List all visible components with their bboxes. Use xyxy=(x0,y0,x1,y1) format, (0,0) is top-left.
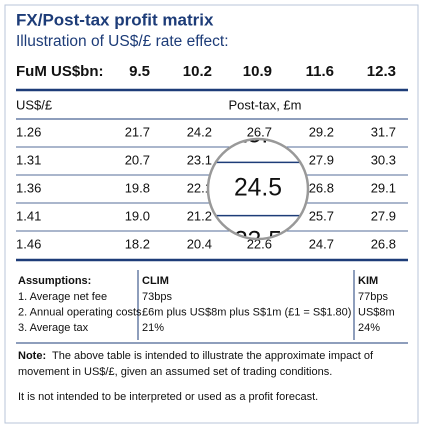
cell: 19.0 xyxy=(125,208,150,223)
assumption-cell: 77bps xyxy=(358,291,388,303)
cell: 19.8 xyxy=(125,180,150,195)
lens-rim xyxy=(206,137,310,241)
cell: 27.9 xyxy=(371,208,396,223)
cell: 30.3 xyxy=(371,152,396,167)
cell: 25.5 xyxy=(234,121,282,148)
column-header: 9.5 xyxy=(129,63,150,80)
column-header: 11.6 xyxy=(306,63,334,80)
assumption-cell: US$8m xyxy=(358,306,395,318)
title: FX/Post-tax profit matrix xyxy=(16,10,214,29)
row-header: 1.36 xyxy=(16,180,41,195)
note-label: Note: xyxy=(18,350,46,362)
cell: 22.1 xyxy=(187,180,212,195)
row-header: 1.26 xyxy=(16,124,41,139)
clim-label: CLIM xyxy=(142,275,169,287)
cell: 24.2 xyxy=(187,124,212,139)
cell: 20.4 xyxy=(187,236,212,251)
cell: 25.7 xyxy=(309,208,334,223)
note-footer: It is not intended to be interpreted or … xyxy=(18,391,318,403)
cell: 18.2 xyxy=(125,236,150,251)
cell: 29.2 xyxy=(309,124,334,139)
cell: 23.1 xyxy=(187,152,212,167)
row-header: 1.41 xyxy=(16,208,41,223)
cell: 26.8 xyxy=(371,236,396,251)
cell: 27.9 xyxy=(309,152,334,167)
lens xyxy=(208,139,308,239)
cell: 24.7 xyxy=(309,236,334,251)
cell: 24.5 xyxy=(234,175,282,202)
cell: 26.7 xyxy=(247,124,272,139)
frame xyxy=(4,4,419,424)
cell: 21.7 xyxy=(125,124,150,139)
cell: 21.2 xyxy=(187,208,212,223)
zoom: 25.5 24.5 23.5 xyxy=(208,121,308,255)
cell: 31.7 xyxy=(371,124,396,139)
table: FuM US$bn: 9.5 10.2 10.9 11.6 12.3 US$/£ Post-t… xyxy=(16,63,408,251)
cell: 20.7 xyxy=(125,152,150,167)
subtitle: Illustration of US$/£ rate effect: xyxy=(16,33,229,50)
assumption-cell: 1. Average net fee xyxy=(18,291,107,303)
cell: 29.1 xyxy=(371,180,396,195)
column-header: 10.9 xyxy=(243,63,272,80)
row-header: 1.31 xyxy=(16,152,41,167)
magnifier: 25.5 24.5 23.5 xyxy=(206,121,310,255)
assumption-cell: 24% xyxy=(358,322,380,334)
note-line: The above table is intended to illustrat… xyxy=(52,350,374,362)
column-header: 10.2 xyxy=(183,63,212,80)
notes: Note: The above table is intended to illu… xyxy=(18,350,374,403)
column-header: 12.3 xyxy=(367,63,396,80)
column-header-label: FuM US$bn: xyxy=(16,63,104,80)
lens-content: 25.5 24.5 23.5 xyxy=(208,121,308,255)
assumptions-label: Assumptions: xyxy=(18,275,91,287)
cell: 26.8 xyxy=(309,180,334,195)
value-label: Post-tax, £m xyxy=(229,97,302,112)
assumption-cell: £6m plus US$8m plus S$1m (£1 = S$1.80) xyxy=(142,306,351,318)
cell: 23.5 xyxy=(234,228,282,255)
row-header-label: US$/£ xyxy=(16,97,53,112)
note-line: movement in US$/£, given an assumed set … xyxy=(18,366,332,378)
assumption-cell: 73bps xyxy=(142,291,172,303)
cell: 22.6 xyxy=(247,236,272,251)
assumption-cell: 2. Annual operating costs xyxy=(18,306,142,318)
kim-label: KIM xyxy=(358,275,378,287)
assumption-cell: 3. Average tax xyxy=(18,322,89,334)
assumptions: Assumptions: CLIM KIM 1. Average net fee 73b… xyxy=(18,275,395,334)
row-header: 1.46 xyxy=(16,236,41,251)
assumption-cell: 21% xyxy=(142,322,164,334)
